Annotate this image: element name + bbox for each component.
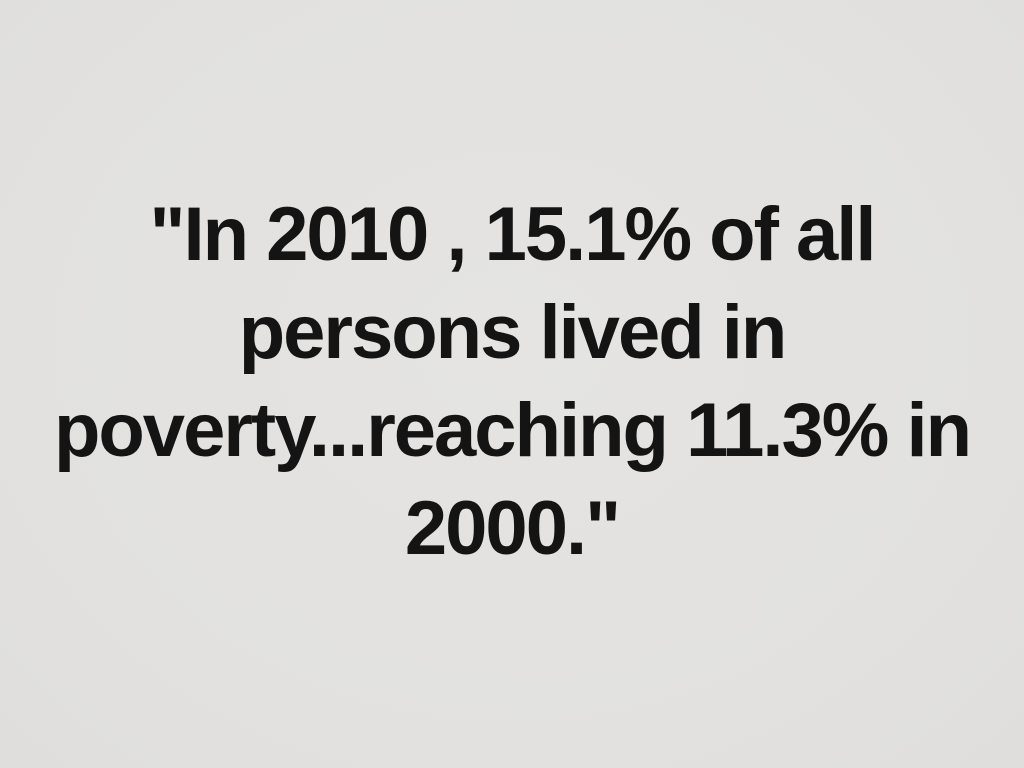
quote-line: poverty...reaching 11.3% in xyxy=(53,388,972,473)
quote-text: "In 2010 , 15.1% of all persons lived in… xyxy=(0,186,1024,578)
quote-line: persons lived in xyxy=(238,290,788,375)
quote-line: "In 2010 , 15.1% of all xyxy=(149,192,876,277)
quote-line: 2000." xyxy=(404,486,621,571)
